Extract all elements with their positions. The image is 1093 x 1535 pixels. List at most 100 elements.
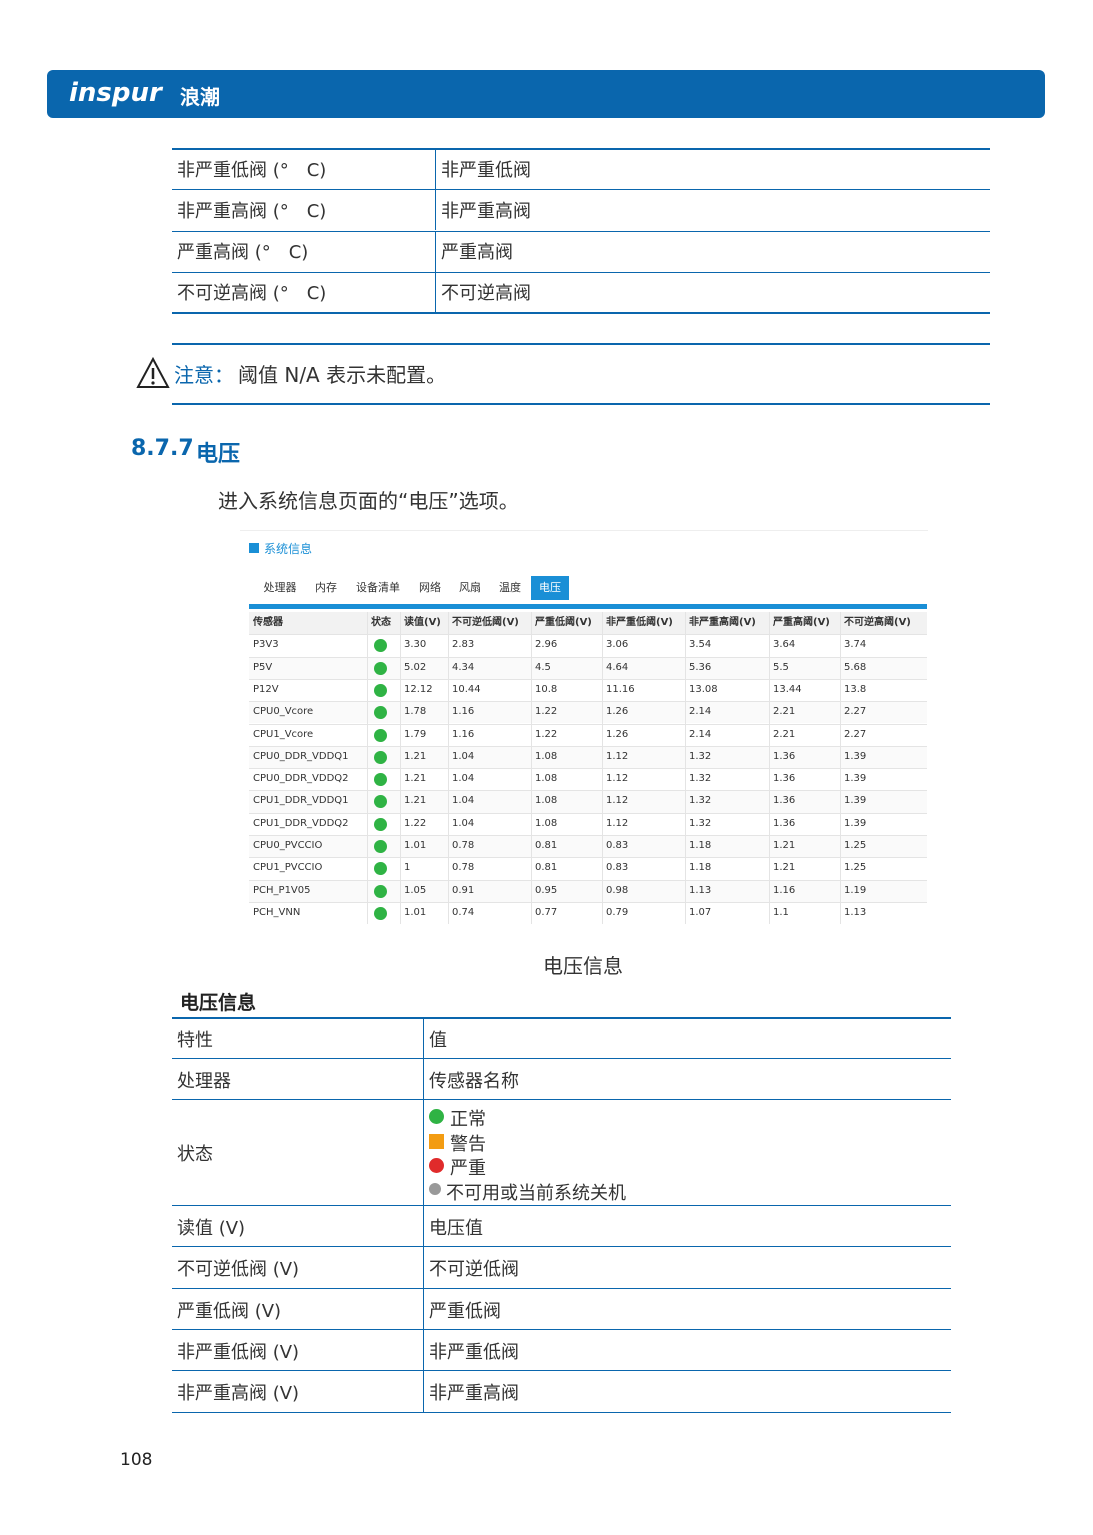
sensor-cell: 2.21 (773, 728, 796, 740)
tab[interactable]: 处理器 (263, 581, 297, 594)
sensor-cell: 10.8 (535, 683, 558, 695)
table-cell: 电压值 (423, 1206, 951, 1247)
sensor-cell: 1.32 (689, 795, 712, 807)
table-cell: 读值 (V) (177, 1217, 246, 1239)
sensor-cell: 1.04 (452, 817, 475, 829)
row-line (249, 812, 927, 835)
section-number: 8.7.7 (131, 436, 194, 461)
tab[interactable]: 设备清单 (356, 581, 400, 594)
sensor-cell: 0.78 (452, 840, 475, 851)
table-cell: 非严重高阀 (435, 189, 990, 231)
sensor-cell: 3.74 (844, 639, 867, 651)
brand: inspur (69, 78, 162, 108)
sensor-cell: 1.22 (535, 728, 558, 740)
sensor-cell: 2.83 (452, 639, 475, 651)
caption: 电压信息 (543, 954, 623, 978)
sensor-cell: 1.32 (689, 773, 712, 785)
status-label: 严重 (450, 1158, 486, 1179)
sensor-cell: CPU1_DDR_VDDQ1 (253, 795, 349, 807)
sensor-cell: PCH_P1V05 (253, 884, 311, 896)
table-cell: 状态 (177, 1144, 213, 1165)
sensor-cell: P12V (253, 683, 279, 695)
status-ok-icon (374, 795, 387, 809)
sensor-cell: 0.83 (606, 840, 629, 851)
table-cell: 不可逆低阀 (423, 1247, 951, 1289)
table-row-line (172, 1329, 951, 1330)
sensor-cell: 1.01 (404, 840, 427, 851)
sensor-cell: 3.06 (606, 639, 629, 651)
row-line (249, 634, 927, 656)
sensor-cell: 0.83 (606, 862, 629, 874)
sensor-cell: 1.39 (844, 773, 867, 785)
sensor-cell: 1.05 (404, 884, 427, 896)
sensor-cell: 0.74 (452, 906, 475, 918)
section-title: 电压 (196, 442, 241, 467)
column-header: 读值(V) (404, 617, 441, 628)
screenshot-icon (249, 543, 259, 553)
sensor-cell: 2.21 (773, 706, 796, 718)
table-cell: 不可逆高阀 (° C) (177, 283, 327, 305)
sensor-cell: 0.81 (535, 862, 558, 874)
sensor-cell: CPU1_DDR_VDDQ2 (253, 817, 349, 829)
sensor-cell: 4.34 (452, 661, 475, 673)
table-cell (423, 1100, 951, 1206)
sensor-cell: 1.12 (606, 795, 629, 807)
table-row-line (172, 1099, 951, 1100)
page-number: 108 (120, 1450, 153, 1470)
sensor-cell: 5.5 (773, 661, 789, 673)
tab[interactable]: 内存 (315, 581, 337, 594)
sensor-cell: 2.14 (689, 706, 712, 718)
status-label: 正常 (450, 1109, 486, 1130)
table-row-line (172, 1058, 951, 1059)
status-ok-icon (374, 683, 387, 697)
sensor-cell: 1.1 (773, 906, 789, 918)
table-cell: 非严重低阀 (423, 1330, 951, 1371)
tab[interactable]: 温度 (499, 581, 521, 594)
col-line (531, 612, 532, 925)
column-header: 非严重低阈(V) (606, 617, 673, 628)
sensor-cell: 1.01 (404, 906, 427, 918)
warning-icon (136, 357, 170, 388)
table-row-line (172, 189, 990, 191)
col-line (685, 612, 686, 925)
col-line (769, 612, 770, 925)
sensor-cell: 1.25 (844, 862, 867, 874)
status-ok-icon (374, 817, 387, 831)
table-cell: 非严重高阀 (° C) (177, 200, 327, 222)
status-icon (429, 1133, 444, 1149)
sensor-cell: CPU1_PVCCIO (253, 862, 323, 874)
sensor-cell: 1.25 (844, 840, 867, 851)
sensor-cell: 3.64 (773, 639, 796, 651)
sensor-cell: 1.36 (773, 750, 796, 762)
header-row (249, 612, 927, 635)
table-cell: 严重高阀 (° C) (177, 242, 309, 264)
status-ok-icon (374, 884, 387, 898)
sensor-cell: 1.16 (773, 884, 796, 896)
sensor-cell: PCH_VNN (253, 906, 301, 918)
table-cell: 非严重低阀 (° C) (177, 159, 327, 181)
col-line (602, 612, 603, 925)
sensor-cell: 0.81 (535, 840, 558, 851)
table-top-line (172, 1017, 951, 1019)
row-line (249, 678, 927, 701)
table-row-line (172, 1370, 951, 1371)
column-header: 严重低阈(V) (535, 617, 592, 628)
sensor-cell: 1.07 (689, 906, 712, 918)
sensor-cell: 4.64 (606, 661, 629, 673)
header-bar: inspur 浪潮 (47, 70, 1045, 118)
sensor-cell: 0.98 (606, 884, 629, 896)
sensor-cell: 1.16 (452, 728, 475, 740)
status-ok-icon (374, 773, 387, 787)
tab[interactable]: 网络 (419, 581, 441, 594)
sensor-cell: 0.79 (606, 906, 629, 918)
sensor-cell: 1.26 (606, 706, 629, 718)
row-line (249, 701, 927, 724)
sensor-cell: 2.96 (535, 639, 558, 651)
tab[interactable]: 电压 (531, 576, 569, 600)
sensor-cell: 0.78 (452, 862, 475, 874)
table-row-line (172, 271, 990, 273)
table-row-line (172, 148, 990, 150)
row-line (249, 745, 927, 769)
tab[interactable]: 风扇 (459, 581, 481, 594)
